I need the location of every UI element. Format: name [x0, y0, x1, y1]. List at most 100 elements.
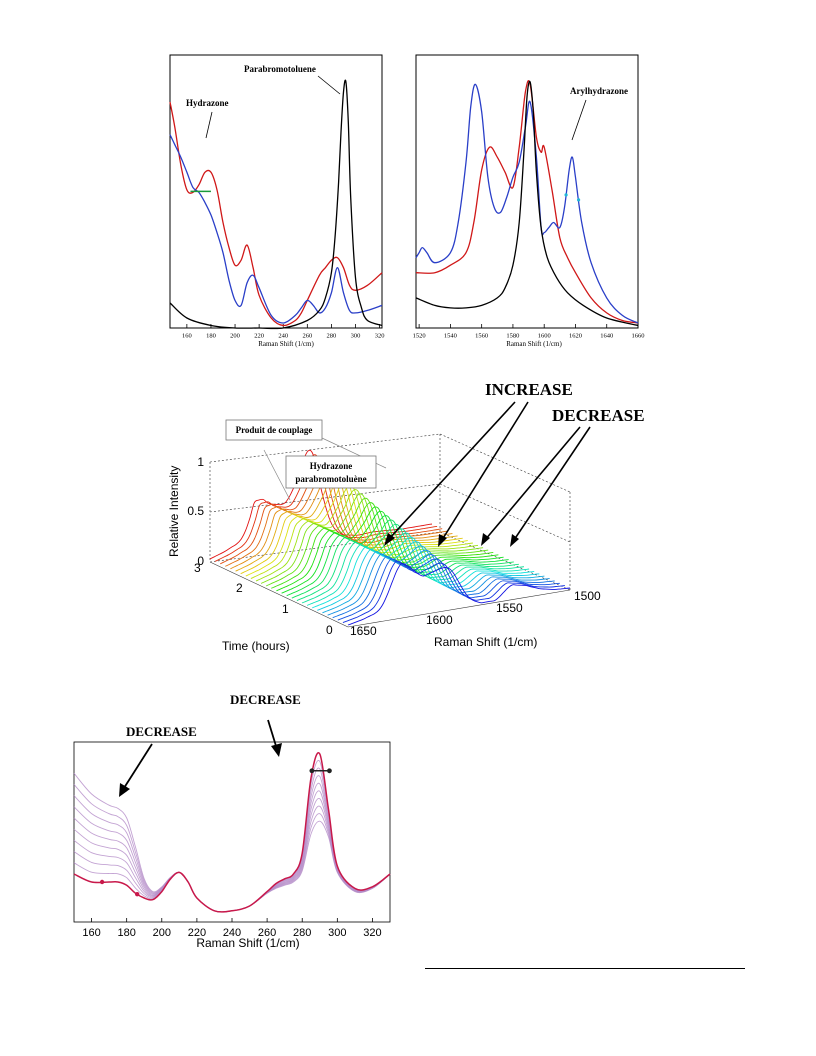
decrease-arrow — [484, 426, 591, 541]
increase-arrow — [387, 401, 529, 541]
waterfall-spectrum-15 — [271, 502, 494, 589]
high-shift-xtick-label-1600: 1600 — [538, 333, 551, 340]
low-shift-xtick-label-320: 320 — [375, 333, 385, 340]
waterfall-spectrum-18 — [255, 489, 479, 582]
chart-panel-waterfall: Relative Intensity 0 0.5 1 3 2 1 0 Time … — [160, 372, 660, 662]
x-tick-1650: 1650 — [350, 624, 377, 638]
x-axis-label: Raman Shift (1/cm) — [506, 340, 562, 348]
high-shift-xtick-label-1560: 1560 — [475, 333, 488, 340]
waterfall-spectrum-4 — [327, 549, 550, 616]
evolution-xtick-label-160: 160 — [82, 927, 100, 939]
evolution-xtick-label-200: 200 — [153, 927, 171, 939]
evolution-spectrum-3 — [73, 798, 391, 913]
high-shift-series-black-line — [415, 80, 639, 327]
evolution-spectrum-5 — [73, 782, 391, 913]
chart-panel-low-shift: 160 180 200 220 240 260 280 300 320 Hydrazone Pa… — [150, 50, 395, 355]
low-shift-xtick-label-200: 200 — [230, 333, 240, 340]
chart-panel-high-shift: 1520 1540 1560 1580 1600 1620 1640 1660 Arylhyd… — [400, 50, 660, 355]
evolution-xtick-label-260: 260 — [258, 927, 276, 939]
dot-hydrazone-left — [99, 879, 105, 885]
waterfall-spectrum-14 — [276, 506, 499, 592]
high-shift-xtick-label-1520: 1520 — [413, 333, 426, 340]
annotation-pointer-parabromotoluene — [317, 75, 341, 95]
waterfall-spectrum-12 — [286, 515, 509, 597]
evolution-xtick-label-240: 240 — [223, 927, 241, 939]
evolution-spectrum-1 — [73, 784, 391, 913]
evolution-spectrum-6 — [73, 775, 391, 913]
label-parabromotoluene: parabromotoluène — [295, 474, 366, 484]
low-shift-xtick-label-180: 180 — [206, 333, 216, 340]
fwhm-dot-1 — [327, 768, 332, 774]
waterfall-spectrum-0 — [347, 562, 571, 626]
waterfall-spectrum-19 — [250, 484, 473, 579]
waterfall-spectrum-17 — [260, 493, 484, 584]
decrease-arrowhead-left — [119, 783, 130, 797]
waterfall-spectrum-5 — [322, 545, 545, 614]
decrease-arrowhead-2 — [510, 534, 519, 547]
waterfall-spectrum-26 — [214, 454, 438, 562]
evolution-spectrum-8 — [73, 760, 391, 913]
waterfall-spectrum-25 — [219, 458, 443, 565]
evolution-spectrum-9 — [73, 752, 391, 913]
decrease-arrowhead-1 — [481, 533, 490, 546]
evolution-xtick-label-220: 220 — [188, 927, 206, 939]
annotation-pointer-arylhydrazone — [571, 99, 587, 141]
peak-marker-arylhydrazone-0 — [564, 193, 568, 197]
label-coupling-product: Produit de couplage — [236, 425, 313, 435]
waterfall-spectrum-20 — [245, 480, 468, 577]
decrease-arrow-right — [267, 719, 277, 747]
chart-waterfall-svg: Relative Intensity 0 0.5 1 3 2 1 0 Time … — [167, 380, 645, 653]
y-tick-1: 1 — [197, 455, 204, 469]
annotation-decrease: DECREASE — [552, 406, 645, 425]
evolution-xtick-label-180: 180 — [117, 927, 135, 939]
waterfall-spectrum-3 — [332, 554, 555, 619]
annotation-pointer-hydrazone — [205, 111, 213, 139]
y-tick-0-5: 0.5 — [187, 504, 204, 518]
low-shift-xtick-label-240: 240 — [278, 333, 288, 340]
time-tick-0: 0 — [326, 623, 333, 637]
waterfall-spectrum-27 — [209, 449, 433, 560]
increase-arrowhead-1 — [384, 533, 395, 546]
low-shift-series-black-line — [169, 79, 383, 330]
evolution-xtick-label-320: 320 — [363, 927, 381, 939]
time-tick-3: 3 — [194, 561, 201, 575]
time-tick-2: 2 — [236, 581, 243, 595]
label-box-hydrazone — [285, 455, 377, 489]
annotation-arylhydrazone: Arylhydrazone — [570, 86, 628, 96]
waterfall-spectrum-1 — [342, 560, 565, 624]
annotation-parabromotoluene: Parabromotoluene — [244, 64, 316, 74]
low-shift-xtick-label-160: 160 — [182, 333, 192, 340]
dot-hydrazone-right — [135, 891, 140, 897]
high-shift-series-blue-line — [415, 83, 639, 324]
increase-arrowhead-2 — [438, 534, 447, 547]
high-shift-series-red-line — [415, 80, 639, 324]
z-axis-label: Relative Intensity — [167, 466, 181, 557]
chart-evolution-svg: 160 180 200 220 240 260 280 300 320 DECREASE DEC… — [73, 692, 391, 950]
waterfall-spectrum-16 — [266, 497, 489, 587]
chart-low-shift-svg: 160 180 200 220 240 260 280 300 320 Hydrazone Pa… — [169, 54, 385, 348]
evolution-xtick-label-300: 300 — [328, 927, 346, 939]
waterfall-spectrum-21 — [240, 475, 463, 575]
evolution-spectrum-2 — [73, 795, 391, 913]
time-axis-label: Time (hours) — [222, 639, 290, 653]
decrease-arrowhead-right — [271, 743, 282, 757]
annotation-increase: INCREASE — [485, 380, 573, 399]
annotation-decrease-right: DECREASE — [230, 692, 301, 707]
waterfall-spectrum-23 — [230, 467, 453, 570]
high-shift-xtick-label-1540: 1540 — [444, 333, 457, 340]
low-shift-series-blue-line — [169, 134, 383, 324]
decrease-arrow-left — [123, 743, 153, 789]
waterfall-spectrum-22 — [235, 471, 458, 572]
y-tick-0: 0 — [197, 554, 204, 568]
evolution-xtick-label-280: 280 — [293, 927, 311, 939]
high-shift-xtick-label-1640: 1640 — [600, 333, 613, 340]
footnote-rule — [425, 968, 745, 969]
waterfall-spectrum-11 — [291, 519, 514, 599]
low-shift-xtick-label-220: 220 — [254, 333, 264, 340]
peak-marker-arylhydrazone-1 — [576, 198, 581, 202]
label-box-coupling-product — [225, 419, 323, 441]
x-axis-label: Raman Shift (1/cm) — [434, 635, 537, 649]
low-shift-xtick-label-300: 300 — [351, 333, 361, 340]
pointer-hydrazone — [263, 449, 291, 501]
x-tick-1500: 1500 — [574, 589, 601, 603]
